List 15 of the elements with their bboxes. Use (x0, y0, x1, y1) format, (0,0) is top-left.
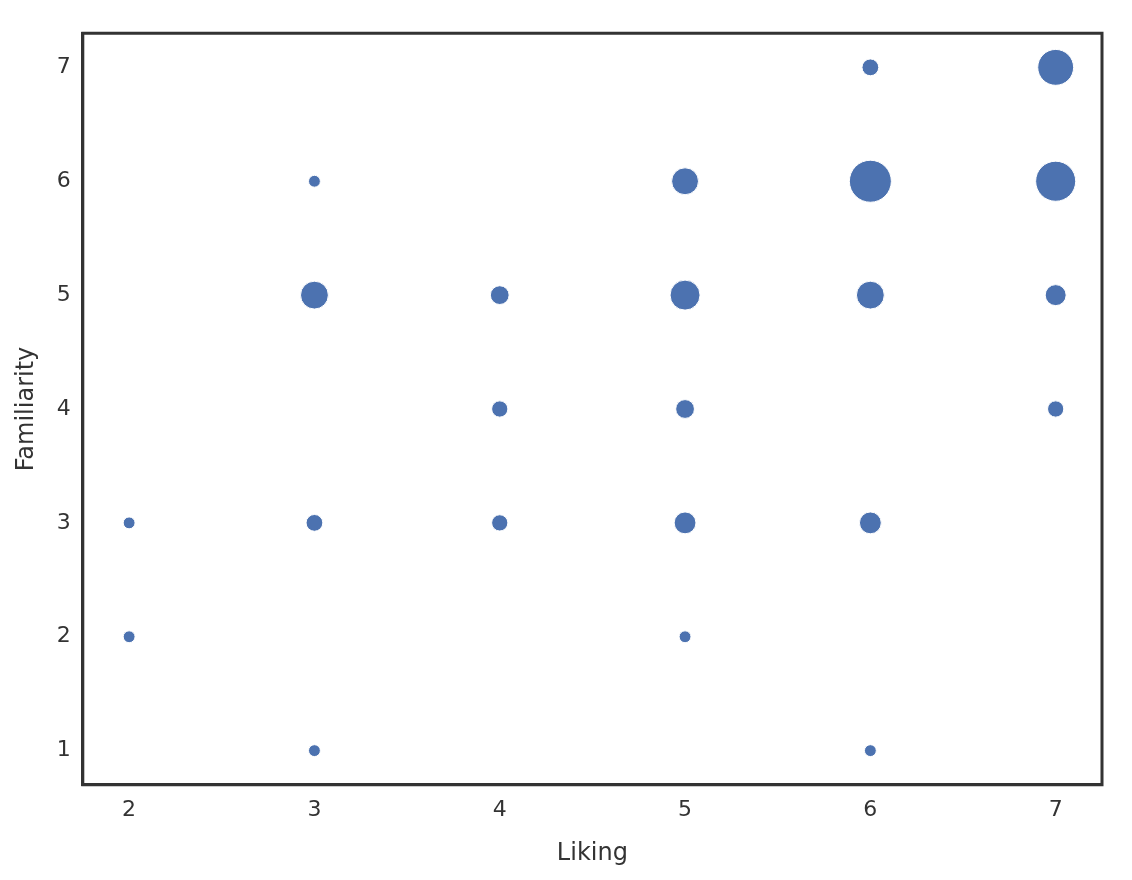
y-tick-label: 3 (56, 508, 71, 534)
y-axis-title: Familiarity (10, 346, 39, 472)
x-tick-label: 4 (492, 795, 507, 821)
x-tick-label: 6 (863, 795, 878, 821)
y-tick-label: 1 (56, 736, 71, 762)
y-tick-label: 7 (56, 53, 71, 79)
x-tick-label: 5 (678, 795, 693, 821)
x-tick-label: 7 (1048, 795, 1063, 821)
y-tick-label: 4 (56, 394, 71, 420)
y-tick-label: 2 (56, 622, 71, 648)
x-tick-label: 3 (307, 795, 322, 821)
y-tick-label: 6 (56, 166, 71, 192)
x-axis-title: Liking (556, 837, 628, 866)
y-tick-label: 5 (56, 280, 71, 306)
x-tick-label: 2 (122, 795, 137, 821)
